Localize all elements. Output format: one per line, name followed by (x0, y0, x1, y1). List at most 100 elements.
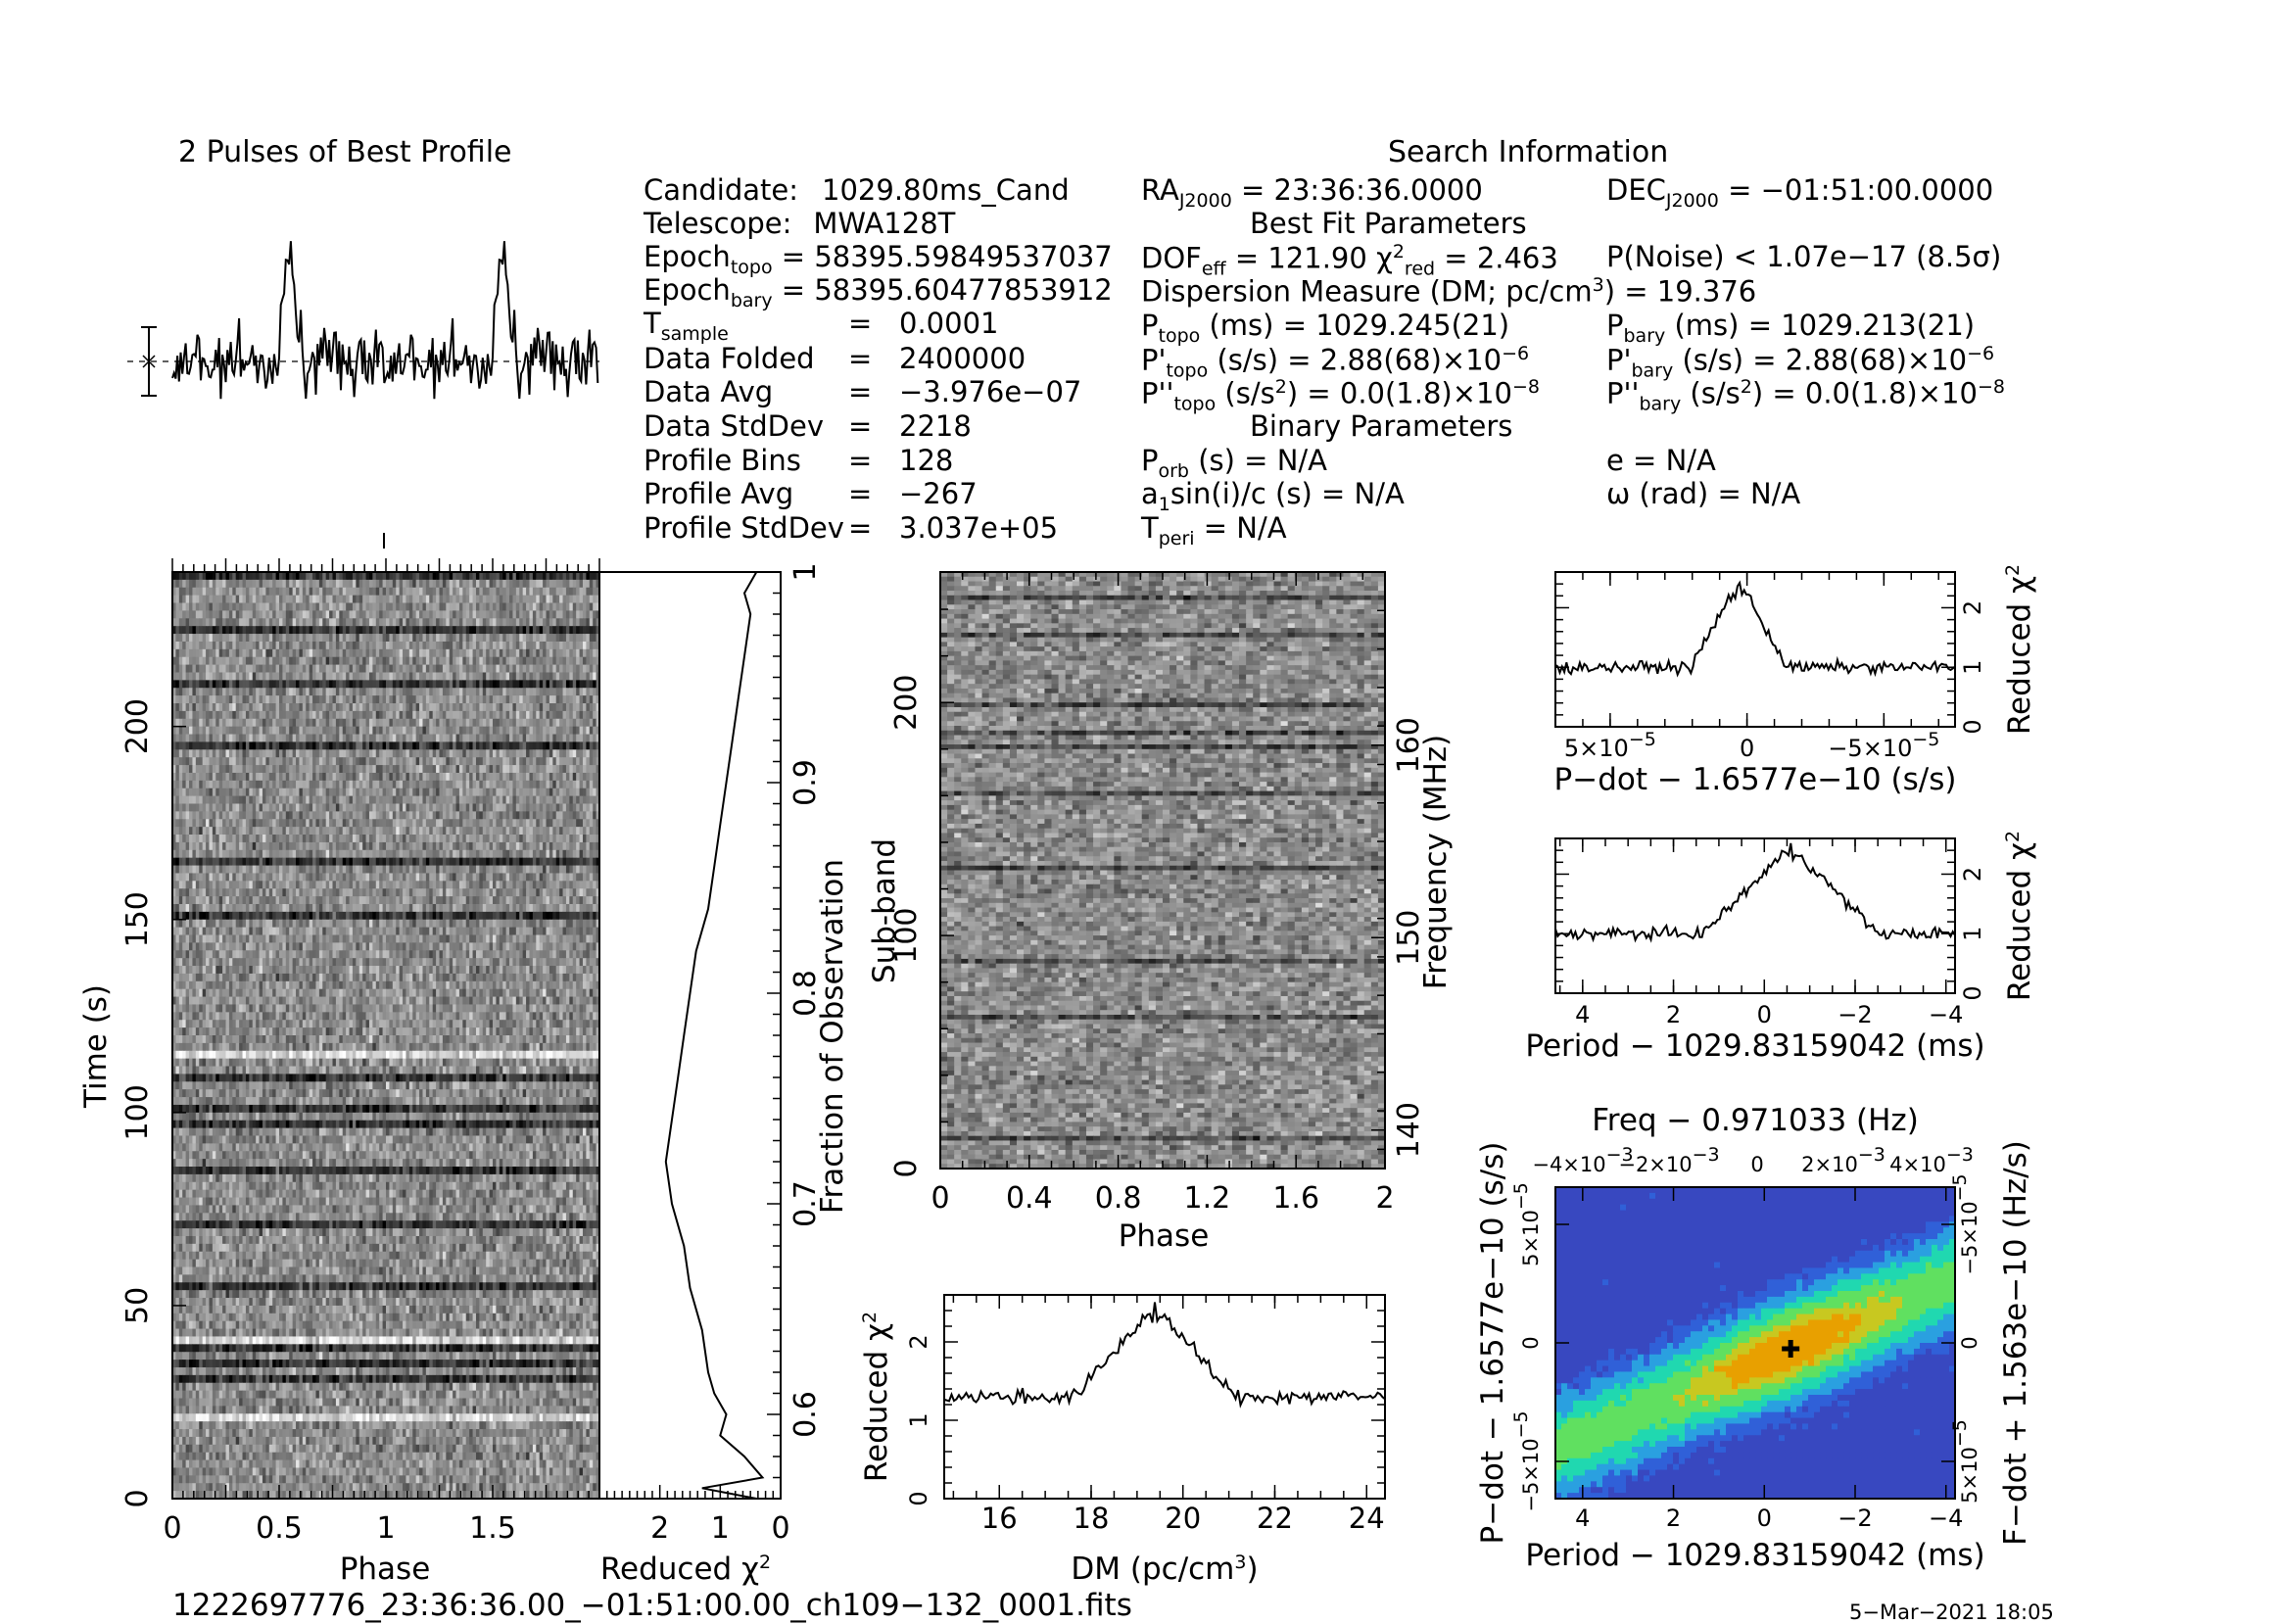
time-phase-cell (312, 580, 316, 588)
time-phase-cell (453, 603, 456, 611)
time-phase-cell (483, 596, 487, 603)
time-phase-cell (379, 642, 383, 649)
time-phase-cell (192, 626, 196, 634)
time-phase-cell (529, 642, 533, 649)
time-phase-cell (419, 603, 423, 611)
time-phase-cell (422, 610, 426, 618)
time-phase-cell (533, 642, 537, 649)
time-phase-cell (453, 580, 456, 588)
time-phase-cell (353, 572, 357, 580)
time-phase-cell (379, 626, 383, 634)
time-phase-cell (296, 610, 300, 618)
time-phase-cell (486, 634, 490, 642)
time-phase-cell (282, 596, 286, 603)
time-phase-cell (175, 580, 179, 588)
time-phase-cell (326, 596, 330, 603)
time-phase-cell (329, 572, 333, 580)
time-phase-cell (353, 596, 357, 603)
time-phase-cell (222, 610, 226, 618)
time-phase-cell (372, 618, 376, 626)
time-phase-cell (490, 642, 494, 649)
time-phase-cell (232, 580, 236, 588)
time-phase-cell (416, 626, 420, 634)
time-phase-cell (443, 596, 447, 603)
time-phase-cell (573, 618, 577, 626)
time-phase-cell (450, 634, 453, 642)
time-phase-cell (526, 572, 530, 580)
time-phase-cell (459, 626, 463, 634)
time-phase-cell (179, 610, 183, 618)
time-phase-cell (396, 634, 400, 642)
time-phase-cell (282, 603, 286, 611)
time-phase-cell (416, 642, 420, 649)
time-phase-cell (249, 603, 253, 611)
time-phase-cell (540, 626, 544, 634)
time-phase-cell (459, 580, 463, 588)
time-phase-cell (403, 572, 406, 580)
time-phase-cell (306, 610, 310, 618)
time-phase-cell (186, 626, 190, 634)
time-phase-cell (523, 572, 527, 580)
time-phase-cell (276, 634, 280, 642)
time-phase-cell (359, 634, 363, 642)
time-phase-cell (246, 618, 250, 626)
time-phase-cell (506, 588, 510, 596)
time-phase-cell (419, 580, 423, 588)
time-phase-cell (416, 572, 420, 580)
time-phase-cell (319, 642, 323, 649)
time-phase-cell (406, 603, 409, 611)
time-phase-cell (493, 596, 497, 603)
time-phase-cell (265, 610, 269, 618)
time-phase-cell (206, 626, 210, 634)
time-phase-cell (209, 580, 213, 588)
time-phase-cell (593, 626, 597, 634)
time-phase-cell (590, 634, 594, 642)
time-phase-cell (319, 626, 323, 634)
time-phase-cell (226, 596, 230, 603)
time-phase-cell (229, 626, 233, 634)
time-phase-cell (436, 572, 440, 580)
time-phase-cell (469, 626, 473, 634)
time-phase-cell (563, 626, 567, 634)
time-phase-cell (356, 603, 359, 611)
time-phase-cell (322, 572, 326, 580)
time-phase-cell (322, 626, 326, 634)
time-phase-cell (490, 588, 494, 596)
time-phase-cell (282, 588, 286, 596)
time-phase-cell (336, 588, 340, 596)
time-phase-cell (362, 580, 366, 588)
time-phase-cell (466, 634, 470, 642)
time-phase-cell (333, 603, 337, 611)
time-phase-cell (249, 626, 253, 634)
time-phase-cell (192, 580, 196, 588)
time-phase-cell (563, 603, 567, 611)
time-phase-cell (393, 634, 397, 642)
time-phase-cell (269, 588, 273, 596)
time-phase-cell (459, 588, 463, 596)
time-phase-cell (556, 588, 560, 596)
time-phase-cell (453, 642, 456, 649)
time-phase-cell (552, 610, 556, 618)
time-phase-cell (315, 603, 319, 611)
time-phase-cell (483, 580, 487, 588)
time-phase-cell (386, 596, 390, 603)
time-phase-cell (496, 572, 500, 580)
time-phase-cell (209, 610, 213, 618)
time-phase-cell (350, 610, 354, 618)
time-phase-cell (256, 572, 260, 580)
time-phase-cell (189, 634, 193, 642)
time-phase-cell (253, 610, 257, 618)
time-phase-cell (243, 572, 247, 580)
time-phase-cell (559, 588, 563, 596)
time-phase-cell (372, 572, 376, 580)
time-phase-cell (483, 626, 487, 634)
time-phase-cell (192, 634, 196, 642)
time-phase-cell (383, 580, 387, 588)
time-phase-cell (243, 588, 247, 596)
time-phase-cell (350, 618, 354, 626)
time-phase-cell (199, 618, 203, 626)
time-phase-cell (406, 626, 409, 634)
time-phase-cell (573, 634, 577, 642)
time-phase-cell (593, 603, 597, 611)
time-phase-cell (289, 603, 293, 611)
